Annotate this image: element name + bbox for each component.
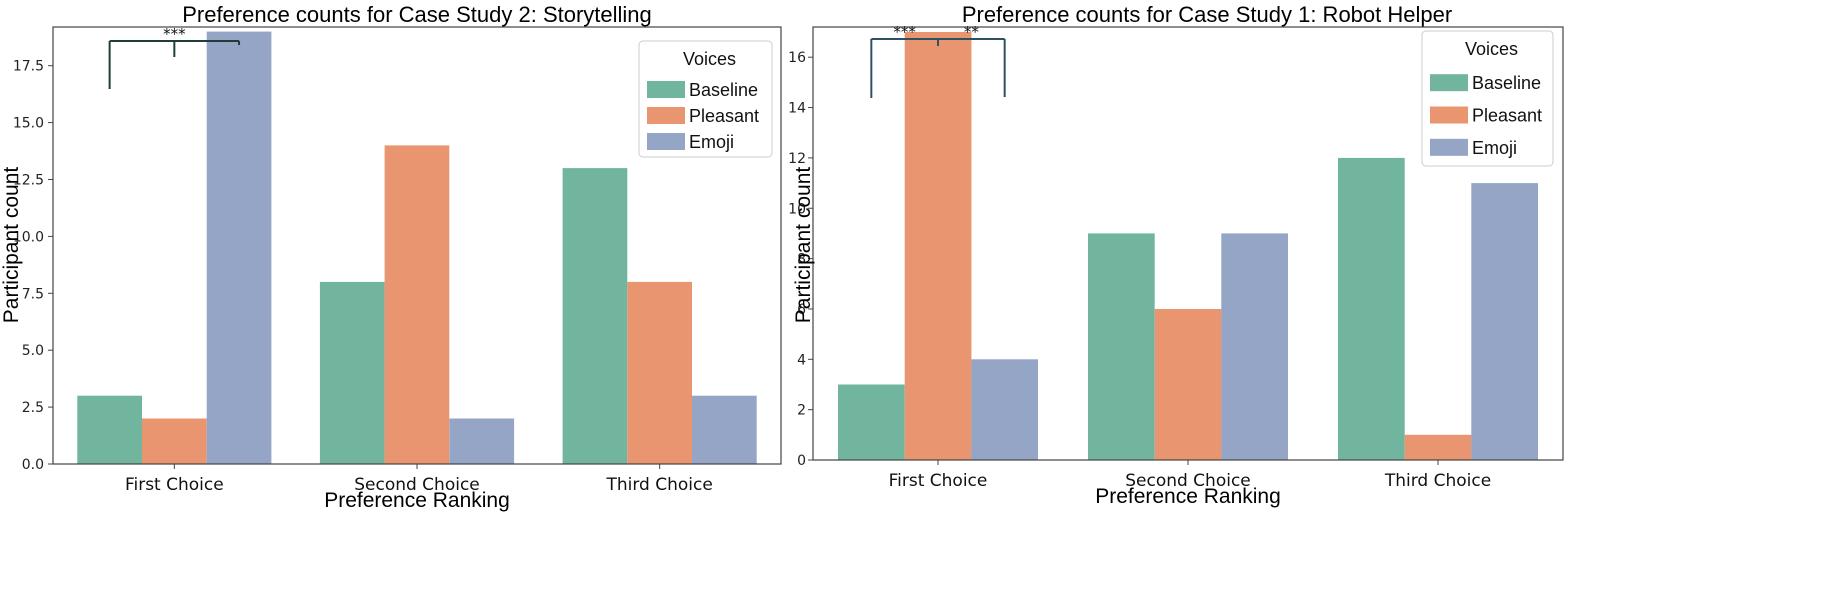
y-tick-label: 10: [788, 201, 806, 217]
y-tick-label: 17.5: [13, 59, 44, 75]
y-tick-label: 12.5: [13, 172, 44, 188]
legend: Voices Baseline Pleasant Emoji: [1421, 30, 1554, 167]
y-tick-label: 14: [788, 101, 806, 117]
significance-label: **: [964, 23, 980, 41]
x-tick-label: First Choice: [889, 471, 988, 491]
y-tick-label: 5.0: [22, 343, 44, 359]
y-tick-label: 10.0: [13, 229, 44, 245]
y-tick-label: 2.5: [22, 400, 44, 416]
bar-emoji-2: [449, 418, 515, 464]
significance-label: ***: [163, 25, 186, 43]
bar-baseline-1: [838, 384, 905, 460]
bar-emoji-3: [1471, 183, 1538, 460]
bar-pleasant-3: [1404, 434, 1472, 460]
legend-title: Voices: [1465, 39, 1518, 59]
x-axis-label: Preference Ranking: [324, 489, 510, 512]
bar-pleasant-2: [1154, 309, 1222, 460]
y-tick-label: 4: [797, 352, 806, 368]
legend-swatch-baseline: [647, 81, 685, 98]
bar-emoji-2: [1221, 233, 1288, 460]
legend-label-emoji: Emoji: [1472, 138, 1517, 158]
legend-box: [638, 40, 773, 158]
bar-baseline-3: [562, 168, 628, 464]
legend-swatch-pleasant: [1430, 106, 1468, 124]
x-tick-label: Second Choice: [1125, 471, 1251, 491]
y-axis-label: Participant count: [0, 167, 23, 324]
y-tick-label: 12: [788, 151, 806, 167]
chart-title: Preference counts for Case Study 1: Robo…: [962, 2, 1452, 27]
bar-pleasant-1: [142, 418, 207, 464]
legend-label-emoji: Emoji: [689, 132, 734, 152]
legend-label-baseline: Baseline: [1472, 73, 1541, 93]
y-tick-label: 0.0: [22, 457, 44, 473]
legend-swatch-baseline: [1430, 74, 1468, 92]
x-tick-label: First Choice: [125, 475, 224, 495]
y-tick-label: 6: [797, 302, 806, 318]
y-tick-label: 8: [797, 252, 806, 268]
significance-label: ***: [893, 23, 916, 41]
x-tick-label: Third Choice: [605, 475, 712, 495]
bar-baseline-3: [1338, 157, 1405, 460]
y-tick-label: 0: [797, 453, 806, 469]
legend-label-pleasant: Pleasant: [1472, 106, 1542, 126]
bar-pleasant-3: [627, 281, 692, 464]
legend-swatch-pleasant: [647, 107, 685, 124]
bar-baseline-2: [1088, 233, 1155, 460]
x-axis-label: Preference Ranking: [1095, 485, 1281, 508]
bar-pleasant-2: [384, 145, 450, 464]
bar-emoji-3: [692, 395, 757, 464]
legend-label-pleasant: Pleasant: [689, 106, 759, 126]
bar-emoji-1: [206, 31, 272, 464]
legend: Voices Baseline Pleasant Emoji: [638, 40, 773, 158]
y-tick-label: 16: [788, 50, 806, 66]
bar-baseline-2: [319, 281, 385, 464]
significance-bracket-1: ***: [108, 25, 241, 89]
y-axis-label: Participant count: [792, 167, 815, 324]
significance-bracket-1: ***: [870, 23, 939, 98]
legend-label-baseline: Baseline: [689, 80, 758, 100]
legend-swatch-emoji: [647, 133, 685, 150]
bar-emoji-1: [971, 359, 1038, 460]
chart-panel-1: Preference counts for Case Study 2: Stor…: [0, 2, 782, 512]
legend-title: Voices: [683, 49, 736, 69]
legend-box: [1421, 30, 1554, 167]
x-tick-label: Second Choice: [354, 475, 480, 495]
chart-title: Preference counts for Case Study 2: Stor…: [182, 2, 652, 27]
chart-panel-2: Preference counts for Case Study 1: Robo…: [788, 2, 1564, 508]
y-tick-label: 2: [797, 403, 806, 419]
significance-bracket-2: **: [937, 23, 1006, 97]
y-tick-label: 7.5: [22, 286, 44, 302]
y-tick-label: 15.0: [13, 116, 44, 132]
bar-pleasant-1: [904, 32, 972, 460]
x-tick-label: Third Choice: [1384, 471, 1491, 491]
legend-swatch-emoji: [1430, 138, 1468, 156]
bar-baseline-1: [77, 395, 142, 464]
